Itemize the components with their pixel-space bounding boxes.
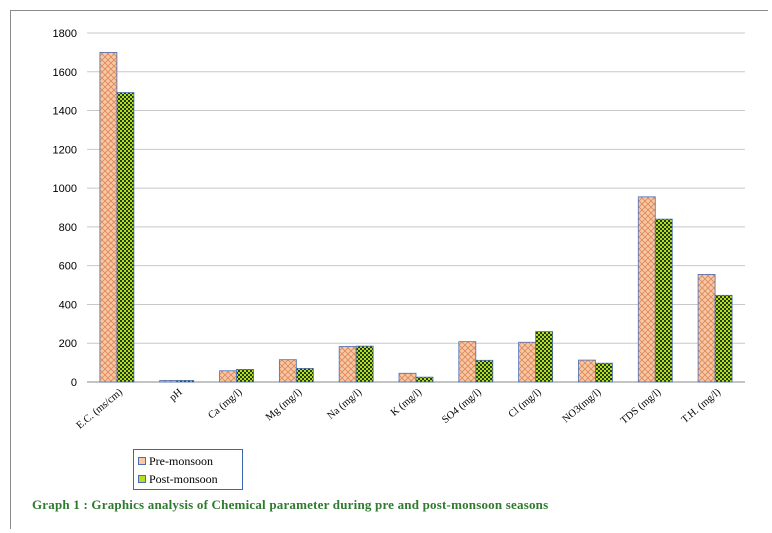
- x-tick-label: Ca (mg/l): [206, 387, 245, 422]
- chart-legend: Pre-monsoon Post-monsoon: [133, 449, 243, 490]
- bar-post-monsoon: [236, 368, 254, 383]
- bar-pre-monsoon: [278, 359, 297, 383]
- bar-pre-monsoon: [518, 341, 537, 383]
- legend-swatch-post: [138, 475, 146, 483]
- y-tick-label: 0: [71, 377, 77, 389]
- y-tick-label: 400: [59, 299, 77, 311]
- bar-post-monsoon: [355, 345, 374, 383]
- bar-pre-monsoon: [637, 196, 656, 383]
- y-tick-label: 200: [59, 338, 77, 350]
- y-tick-label: 1800: [53, 28, 77, 40]
- x-tick-label: Cl (mg/l): [507, 387, 544, 421]
- x-tick-label: pH: [168, 387, 185, 404]
- legend-item-post: Post-monsoon: [138, 471, 218, 487]
- bar-post-monsoon: [295, 368, 314, 383]
- y-tick-label: 600: [59, 261, 77, 273]
- x-tick-label: Mg (mg/l): [264, 387, 305, 424]
- bar-pre-monsoon: [99, 51, 118, 383]
- bar-post-monsoon: [116, 92, 135, 383]
- x-tick-label: K (mg/l): [389, 387, 424, 419]
- bar-post-monsoon: [654, 218, 673, 383]
- bar-pre-monsoon: [159, 380, 178, 383]
- bar-pre-monsoon: [398, 372, 417, 383]
- y-tick-label: 800: [59, 222, 77, 234]
- chart-frame: [10, 10, 768, 529]
- x-tick-label: E.C. (ms/cm): [75, 387, 126, 432]
- legend-label-post: Post-monsoon: [149, 471, 218, 486]
- bar-pre-monsoon: [578, 359, 596, 383]
- bar-post-monsoon: [595, 362, 613, 383]
- y-tick-label: 1600: [53, 67, 77, 79]
- x-tick-label: Na (mg/l): [326, 387, 365, 422]
- legend-swatch-pre: [138, 457, 146, 465]
- bar-post-monsoon: [714, 294, 733, 383]
- chart-caption: Graph 1 : Graphics analysis of Chemical …: [32, 497, 549, 512]
- legend-label-pre: Pre-monsoon: [149, 453, 213, 468]
- bar-pre-monsoon: [219, 370, 237, 383]
- x-tick-label: SO4 (mg/l): [440, 387, 484, 426]
- bar-post-monsoon: [415, 376, 434, 383]
- bar-post-monsoon: [475, 359, 494, 383]
- x-tick-label: TDS (mg/l): [619, 387, 664, 427]
- bar-post-monsoon: [176, 380, 195, 383]
- bar-post-monsoon: [535, 331, 554, 383]
- y-tick-label: 1200: [53, 144, 77, 156]
- bar-pre-monsoon: [338, 346, 357, 383]
- legend-item-pre: Pre-monsoon: [138, 453, 213, 469]
- x-tick-label: T.H. (mg/l): [680, 387, 724, 426]
- x-tick-label: NO3(mg/l): [561, 387, 604, 426]
- bar-pre-monsoon: [697, 273, 716, 383]
- y-tick-label: 1400: [53, 106, 77, 118]
- bar-pre-monsoon: [458, 341, 477, 383]
- y-tick-label: 1000: [53, 183, 77, 195]
